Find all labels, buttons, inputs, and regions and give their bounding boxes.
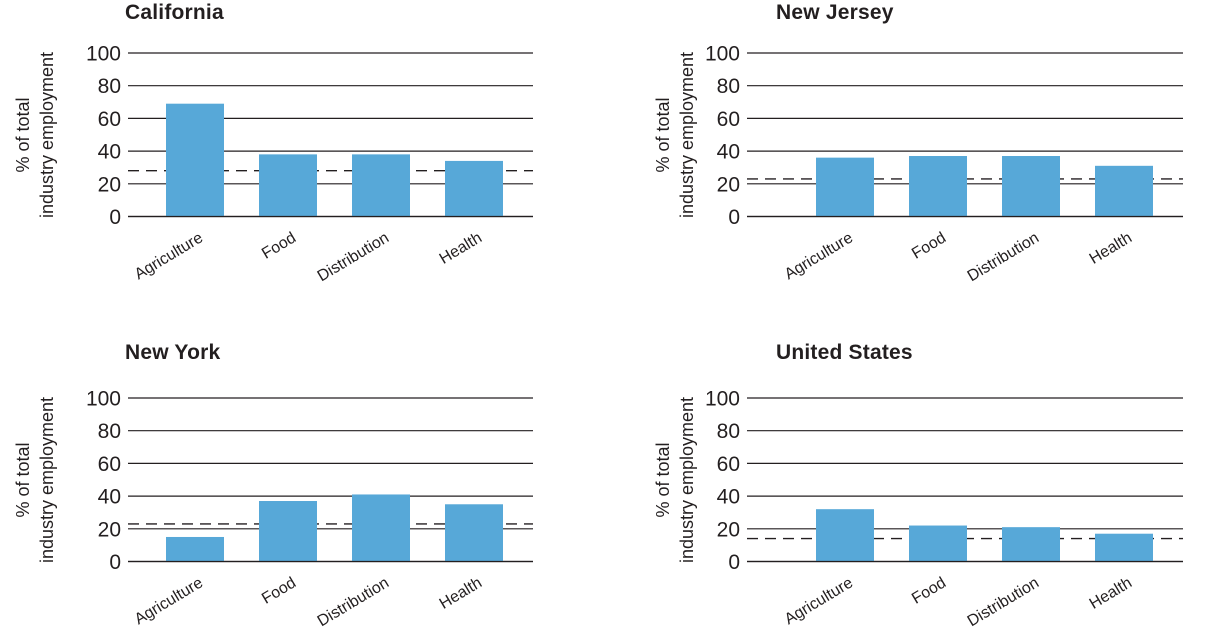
category-label: Agriculture — [132, 229, 206, 283]
bar-plot: 0 20 40 60 80 100 Agriculture Food Distribution H… — [86, 43, 533, 285]
y-tick-label: 20 — [717, 518, 740, 541]
y-tick-label: 60 — [98, 453, 121, 476]
category-label: Distribution — [315, 574, 392, 630]
bar-agriculture — [166, 103, 224, 217]
chart-panel-new-jersey: New Jersey % of total industry employmen… — [614, 0, 1228, 322]
bar-agriculture — [816, 157, 874, 217]
bar-plot: 0 20 40 60 80 100 Agriculture Food Distribution H… — [705, 388, 1183, 630]
chart-title: California — [125, 1, 224, 24]
category-label: Health — [437, 229, 485, 267]
category-label: Food — [909, 574, 949, 607]
bar-food — [909, 525, 967, 562]
y-tick-label: 60 — [717, 108, 740, 131]
y-tick-label: 0 — [728, 206, 740, 229]
y-tick-label: 20 — [98, 173, 121, 196]
y-tick-label: 40 — [717, 486, 740, 509]
chart-title: United States — [776, 341, 913, 364]
bar-agriculture — [166, 536, 224, 562]
category-label: Agriculture — [782, 229, 856, 283]
category-label: Agriculture — [132, 574, 206, 628]
category-label: Health — [1087, 574, 1135, 612]
bar-plot: 0 20 40 60 80 100 Agriculture Food Distribution H… — [705, 43, 1183, 285]
bar-distribution — [352, 154, 410, 217]
bar-health — [445, 160, 503, 217]
y-tick-label: 40 — [98, 141, 121, 164]
y-tick-label: 100 — [705, 388, 740, 411]
category-label: Distribution — [965, 229, 1042, 285]
y-tick-label: 100 — [86, 43, 121, 66]
category-label: Food — [909, 229, 949, 262]
bar-agriculture — [816, 509, 874, 562]
category-label: Health — [1087, 229, 1135, 267]
bar-health — [445, 504, 503, 562]
category-label: Distribution — [315, 229, 392, 285]
bar-food — [909, 156, 967, 217]
y-tick-label: 20 — [717, 173, 740, 196]
category-label: Food — [259, 574, 299, 607]
category-label: Distribution — [965, 574, 1042, 630]
bar-distribution — [1002, 156, 1060, 217]
chart-panel-new-york: New York % of total industry employment … — [0, 322, 614, 644]
y-tick-label: 40 — [98, 486, 121, 509]
y-tick-label: 60 — [98, 108, 121, 131]
bar-food — [259, 501, 317, 562]
bar-health — [1095, 165, 1153, 217]
y-tick-label: 80 — [717, 420, 740, 443]
bar-distribution — [1002, 527, 1060, 562]
chart-panel-united-states: United States % of total industry employ… — [614, 322, 1228, 644]
chart-title: New York — [125, 341, 221, 364]
category-label: Food — [259, 229, 299, 262]
bar-food — [259, 154, 317, 217]
y-tick-label: 80 — [717, 75, 740, 98]
chart-title: New Jersey — [776, 1, 894, 24]
y-tick-label: 20 — [98, 518, 121, 541]
y-tick-label: 0 — [728, 551, 740, 574]
y-tick-label: 40 — [717, 141, 740, 164]
category-label: Health — [437, 574, 485, 612]
y-tick-label: 0 — [109, 206, 121, 229]
y-tick-label: 100 — [705, 43, 740, 66]
bar-distribution — [352, 494, 410, 562]
y-tick-label: 100 — [86, 388, 121, 411]
bar-health — [1095, 533, 1153, 562]
category-label: Agriculture — [782, 574, 856, 628]
y-tick-label: 0 — [109, 551, 121, 574]
y-tick-label: 80 — [98, 75, 121, 98]
bar-plot: 0 20 40 60 80 100 Agriculture Food Distribution H… — [86, 388, 533, 630]
y-tick-label: 80 — [98, 420, 121, 443]
y-tick-label: 60 — [717, 453, 740, 476]
chart-panel-california: California % of total industry employmen… — [0, 0, 614, 322]
